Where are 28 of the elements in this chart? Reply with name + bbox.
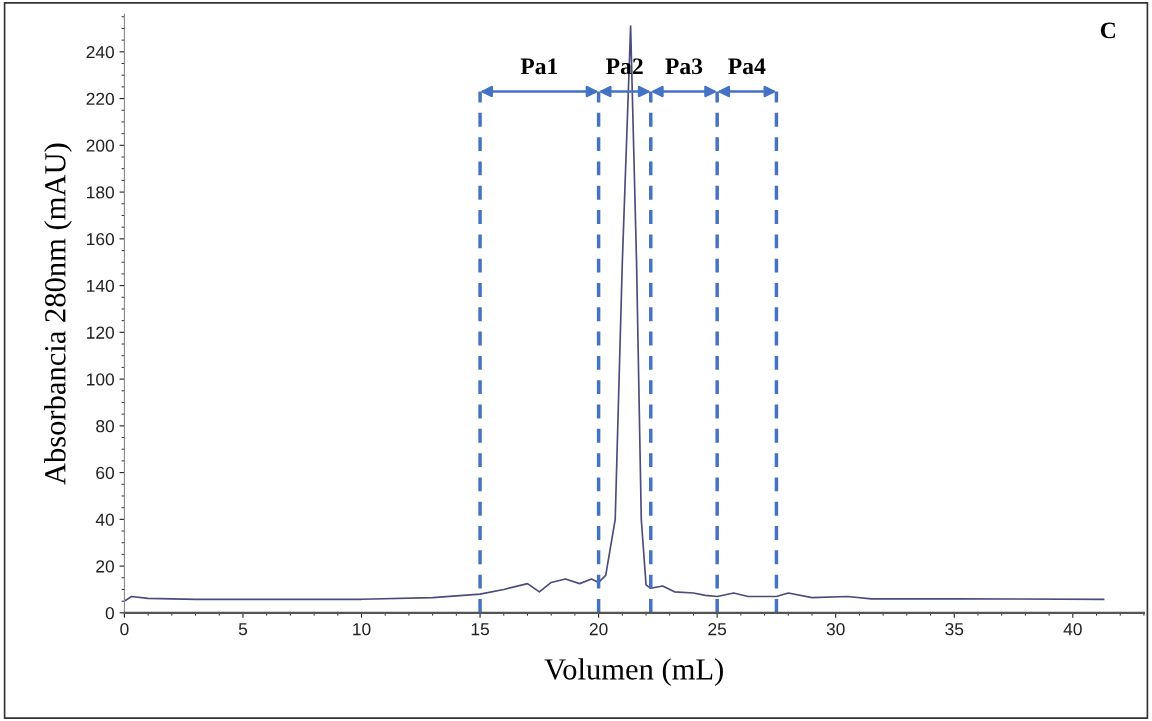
y-tick-label: 20 (96, 560, 115, 573)
y-tick-label: 240 (86, 45, 115, 59)
y-tick-label: 200 (86, 139, 115, 152)
x-tick-label: 20 (589, 623, 608, 636)
annotation: Pa1 (520, 58, 558, 75)
y-tick-label: 40 (95, 513, 115, 526)
annotation: C (1100, 22, 1115, 39)
x-axis-title: Volumen (mL) (544, 658, 723, 686)
y-tick-label: 0 (105, 607, 115, 620)
y-tick-label: 60 (96, 466, 115, 480)
y-tick-label: 160 (87, 233, 115, 246)
y-tick-label: 100 (87, 373, 115, 386)
x-tick-label: 25 (708, 623, 727, 636)
y-axis-title: Absorbancia 280nm (mAU) (44, 143, 72, 485)
annotation: Pa3 (665, 58, 703, 75)
x-tick-label: 10 (353, 623, 371, 636)
y-tick-label: 140 (87, 279, 115, 293)
x-tick-label: 40 (1063, 623, 1082, 636)
annotation: Pa4 (728, 58, 766, 75)
x-tick-label: 35 (945, 623, 964, 636)
y-tick-label: 180 (87, 186, 115, 199)
y-tick-label: 120 (87, 326, 115, 339)
y-tick-label: 80 (96, 420, 115, 433)
y-tick-label: 220 (86, 92, 115, 106)
x-tick-label: 30 (826, 623, 845, 636)
x-tick-label: 15 (471, 623, 489, 636)
x-tick-label: 0 (120, 623, 129, 636)
x-tick-label: 5 (238, 623, 248, 636)
